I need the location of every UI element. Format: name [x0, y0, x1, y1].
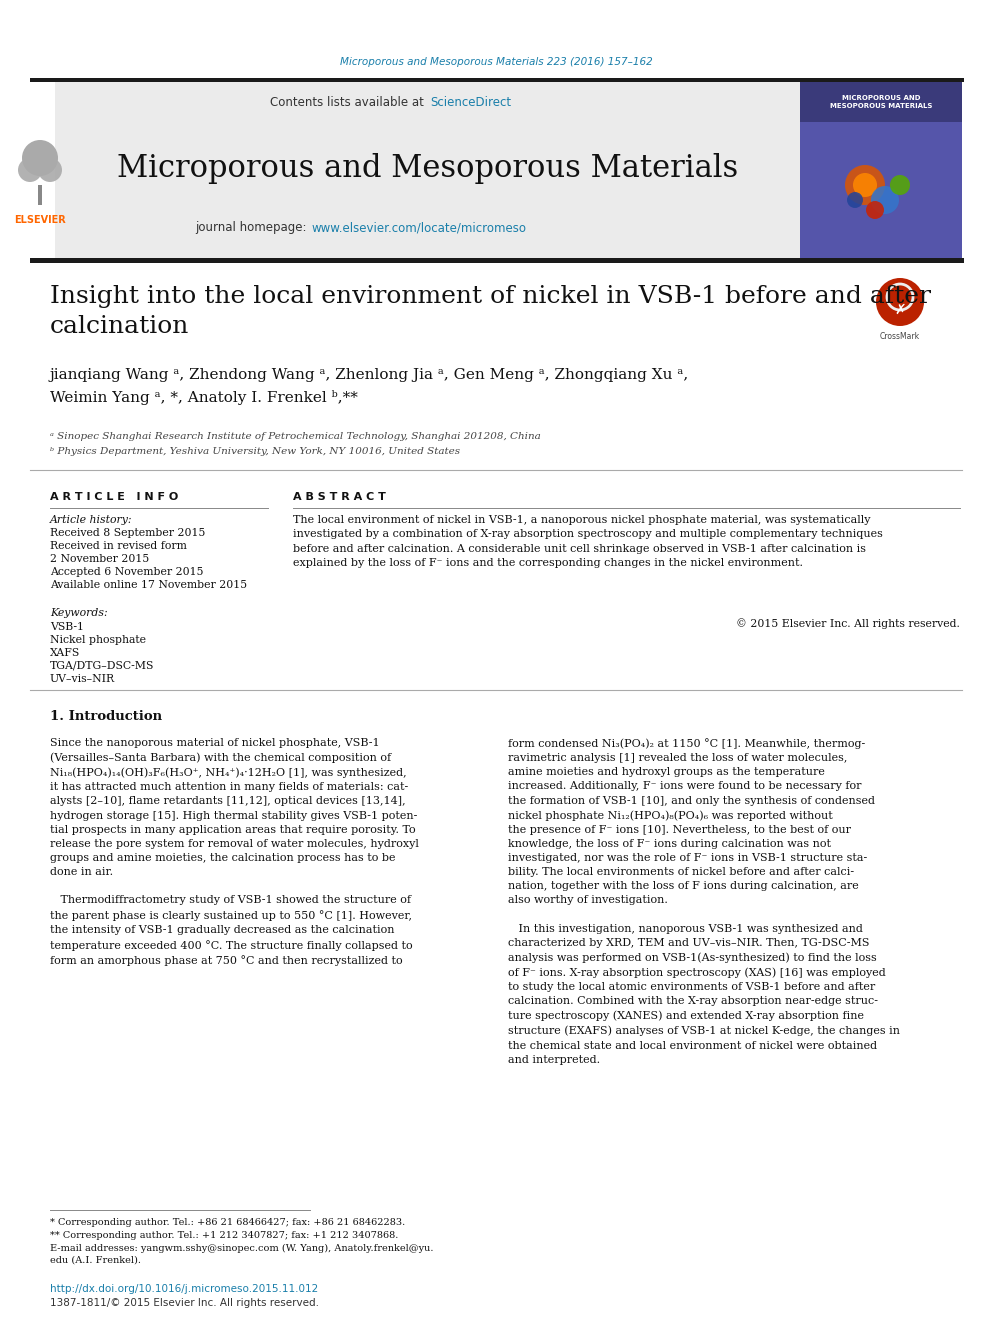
Circle shape	[853, 173, 877, 197]
Text: 2 November 2015: 2 November 2015	[50, 554, 149, 564]
Circle shape	[38, 157, 62, 183]
Text: Since the nanoporous material of nickel phosphate, VSB-1
(Versailles–Santa Barba: Since the nanoporous material of nickel …	[50, 738, 419, 966]
Text: 1387-1811/© 2015 Elsevier Inc. All rights reserved.: 1387-1811/© 2015 Elsevier Inc. All right…	[50, 1298, 319, 1308]
Bar	[38, 185, 42, 205]
Text: Received 8 September 2015: Received 8 September 2015	[50, 528, 205, 538]
Text: CrossMark: CrossMark	[880, 332, 920, 341]
Circle shape	[22, 140, 58, 176]
Bar	[30, 82, 55, 258]
Text: E-mail addresses: yangwm.sshy@sinopec.com (W. Yang), Anatoly.frenkel@yu.
edu (A.: E-mail addresses: yangwm.sshy@sinopec.co…	[50, 1244, 434, 1265]
Bar	[800, 82, 962, 122]
Text: ᵇ Physics Department, Yeshiva University, New York, NY 10016, United States: ᵇ Physics Department, Yeshiva University…	[50, 447, 460, 456]
Text: The local environment of nickel in VSB-1, a nanoporous nickel phosphate material: The local environment of nickel in VSB-1…	[293, 515, 883, 568]
Circle shape	[18, 157, 42, 183]
Text: TGA/DTG–DSC-MS: TGA/DTG–DSC-MS	[50, 662, 155, 671]
Circle shape	[845, 165, 885, 205]
Bar	[30, 78, 964, 82]
Text: UV–vis–NIR: UV–vis–NIR	[50, 673, 115, 684]
Text: ScienceDirect: ScienceDirect	[430, 95, 511, 108]
Text: © 2015 Elsevier Inc. All rights reserved.: © 2015 Elsevier Inc. All rights reserved…	[736, 618, 960, 628]
Text: http://dx.doi.org/10.1016/j.micromeso.2015.11.012: http://dx.doi.org/10.1016/j.micromeso.20…	[50, 1285, 318, 1294]
Circle shape	[35, 146, 55, 165]
Text: Available online 17 November 2015: Available online 17 November 2015	[50, 579, 247, 590]
Text: ✗: ✗	[894, 303, 906, 318]
Text: Keywords:: Keywords:	[50, 609, 107, 618]
Text: Article history:: Article history:	[50, 515, 133, 525]
Text: Accepted 6 November 2015: Accepted 6 November 2015	[50, 568, 203, 577]
Text: Insight into the local environment of nickel in VSB-1 before and after
calcinati: Insight into the local environment of ni…	[50, 284, 931, 339]
Bar	[55, 82, 800, 258]
Text: 1. Introduction: 1. Introduction	[50, 710, 162, 722]
Bar	[30, 258, 964, 263]
Text: ᵃ Sinopec Shanghai Research Institute of Petrochemical Technology, Shanghai 2012: ᵃ Sinopec Shanghai Research Institute of…	[50, 433, 541, 441]
Text: form condensed Ni₃(PO₄)₂ at 1150 °C [1]. Meanwhile, thermog-
ravimetric analysis: form condensed Ni₃(PO₄)₂ at 1150 °C [1].…	[508, 738, 900, 1065]
Text: MICROPOROUS AND
MESOPOROUS MATERIALS: MICROPOROUS AND MESOPOROUS MATERIALS	[830, 95, 932, 108]
Circle shape	[871, 187, 899, 214]
Text: VSB-1: VSB-1	[50, 622, 84, 632]
Text: ELSEVIER: ELSEVIER	[14, 216, 65, 225]
Text: ** Corresponding author. Tel.: +1 212 3407827; fax: +1 212 3407868.: ** Corresponding author. Tel.: +1 212 34…	[50, 1230, 399, 1240]
Text: Contents lists available at: Contents lists available at	[271, 95, 428, 108]
Text: * Corresponding author. Tel.: +86 21 68466427; fax: +86 21 68462283.: * Corresponding author. Tel.: +86 21 684…	[50, 1218, 406, 1226]
Bar	[800, 82, 962, 258]
Text: Microporous and Mesoporous Materials 223 (2016) 157–162: Microporous and Mesoporous Materials 223…	[339, 57, 653, 67]
Text: Nickel phosphate: Nickel phosphate	[50, 635, 146, 646]
Text: Received in revised form: Received in revised form	[50, 541, 186, 550]
Text: jianqiang Wang ᵃ, Zhendong Wang ᵃ, Zhenlong Jia ᵃ, Gen Meng ᵃ, Zhongqiang Xu ᵃ,
: jianqiang Wang ᵃ, Zhendong Wang ᵃ, Zhenl…	[50, 368, 689, 405]
Text: www.elsevier.com/locate/micromeso: www.elsevier.com/locate/micromeso	[312, 221, 527, 234]
Circle shape	[866, 201, 884, 220]
Circle shape	[876, 278, 924, 325]
Text: journal homepage:: journal homepage:	[194, 221, 310, 234]
Text: A R T I C L E   I N F O: A R T I C L E I N F O	[50, 492, 179, 501]
Circle shape	[25, 146, 45, 165]
Circle shape	[890, 175, 910, 194]
Circle shape	[847, 192, 863, 208]
Text: A B S T R A C T: A B S T R A C T	[293, 492, 386, 501]
Circle shape	[887, 284, 913, 310]
Text: XAFS: XAFS	[50, 648, 80, 658]
Text: Microporous and Mesoporous Materials: Microporous and Mesoporous Materials	[117, 152, 739, 184]
